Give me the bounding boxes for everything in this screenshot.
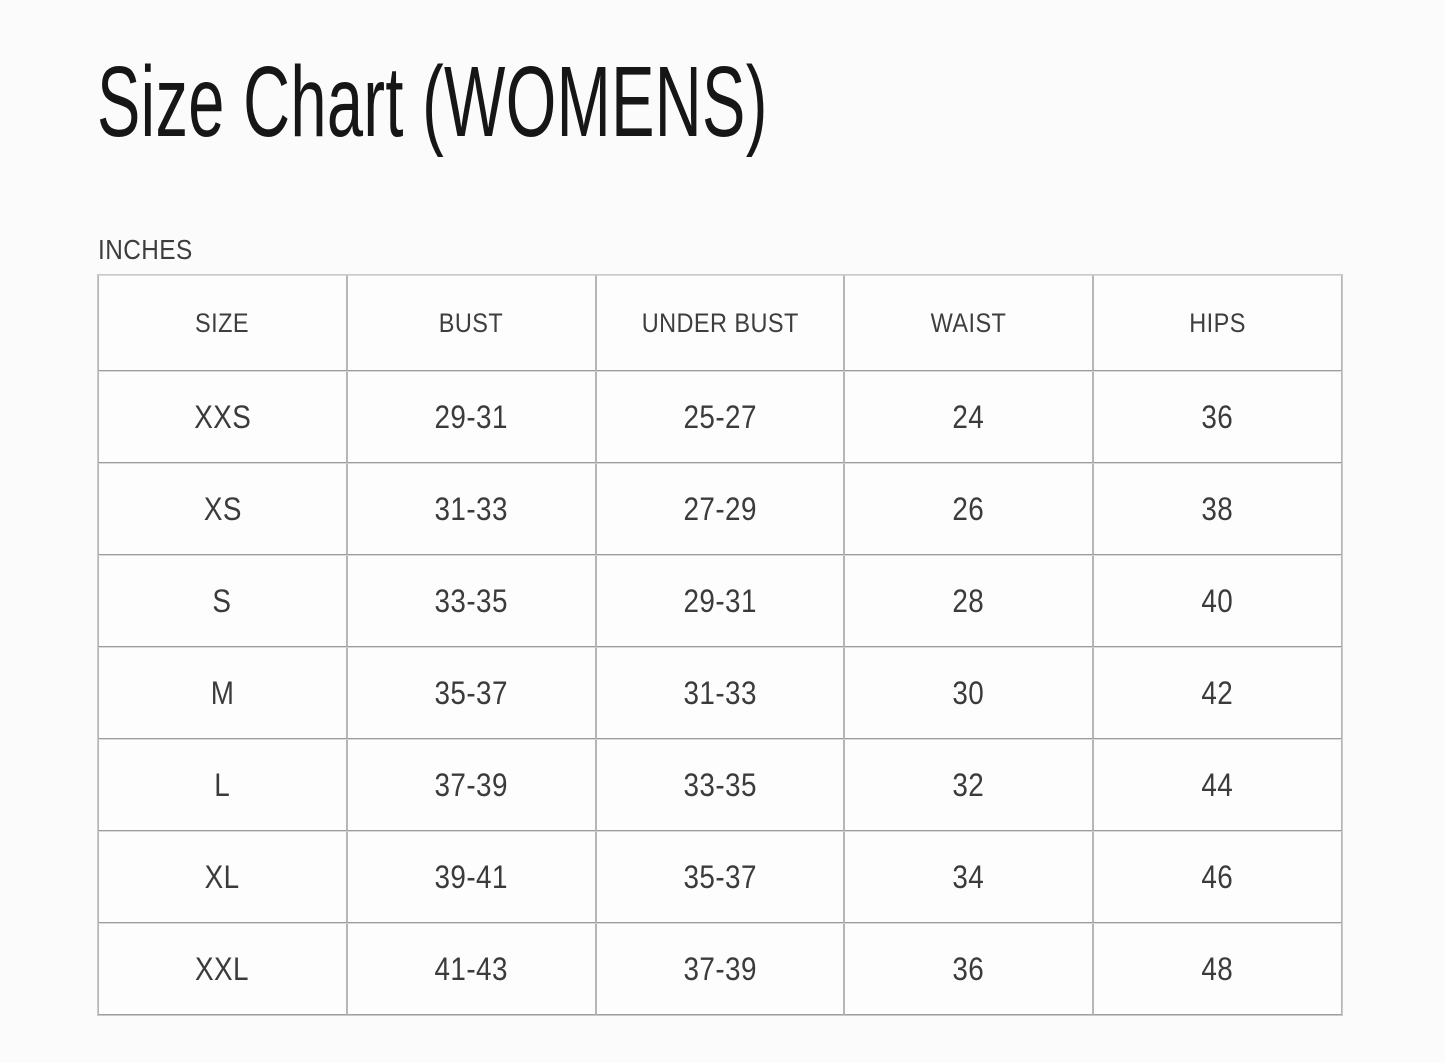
hips-cell: 40 <box>1093 555 1342 648</box>
under-bust-cell: 33-35 <box>595 739 845 832</box>
waist-value: 32 <box>952 766 985 803</box>
waist-value: 24 <box>952 398 985 435</box>
size-value: S <box>212 582 232 619</box>
hips-value: 44 <box>1201 766 1234 803</box>
table-body: XXS 29-31 25-27 24 36 XS 31-33 27-29 26 … <box>98 371 1342 1016</box>
waist-value: 34 <box>952 858 985 895</box>
waist-cell: 32 <box>844 739 1094 832</box>
unit-label: INCHES <box>98 234 1445 266</box>
size-chart-table: SIZE BUST UNDER BUST WAIST HIPS XXS 29-3… <box>97 274 1343 1017</box>
under-bust-cell: 25-27 <box>595 371 845 464</box>
size-value: XS <box>203 490 242 527</box>
under-bust-value: 37-39 <box>683 950 757 987</box>
header-row: SIZE BUST UNDER BUST WAIST HIPS <box>98 275 1342 372</box>
hips-value: 46 <box>1201 858 1234 895</box>
waist-cell: 24 <box>844 371 1094 464</box>
bust-cell: 37-39 <box>346 739 596 832</box>
bust-cell: 31-33 <box>346 463 596 556</box>
hips-value: 40 <box>1201 582 1234 619</box>
bust-cell: 35-37 <box>346 647 596 740</box>
bust-cell: 41-43 <box>346 923 596 1016</box>
column-header-under-bust: UNDER BUST <box>595 275 845 372</box>
waist-cell: 34 <box>844 831 1094 924</box>
column-header-under-bust-label: UNDER BUST <box>641 307 799 338</box>
page-title: Size Chart (WOMENS) <box>97 42 1445 162</box>
hips-value: 48 <box>1201 950 1234 987</box>
hips-cell: 36 <box>1093 371 1342 464</box>
column-header-size-label: SIZE <box>195 307 250 338</box>
waist-value: 30 <box>952 674 985 711</box>
column-header-waist-label: WAIST <box>930 307 1007 338</box>
waist-cell: 30 <box>844 647 1094 740</box>
bust-value: 29-31 <box>434 398 508 435</box>
under-bust-value: 31-33 <box>683 674 757 711</box>
under-bust-value: 25-27 <box>683 398 757 435</box>
table-row-xxl: XXL 41-43 37-39 36 48 <box>98 923 1342 1016</box>
size-cell: M <box>98 647 347 740</box>
bust-cell: 39-41 <box>346 831 596 924</box>
size-value: XXS <box>193 398 251 435</box>
size-value: XL <box>204 858 240 895</box>
hips-cell: 44 <box>1093 739 1342 832</box>
hips-cell: 38 <box>1093 463 1342 556</box>
hips-cell: 46 <box>1093 831 1342 924</box>
bust-cell: 29-31 <box>346 371 596 464</box>
under-bust-value: 33-35 <box>683 766 757 803</box>
under-bust-cell: 29-31 <box>595 555 845 648</box>
size-cell: S <box>98 555 347 648</box>
bust-value: 41-43 <box>434 950 508 987</box>
table-row-l: L 37-39 33-35 32 44 <box>98 739 1342 832</box>
column-header-hips: HIPS <box>1093 275 1342 372</box>
under-bust-value: 27-29 <box>683 490 757 527</box>
hips-value: 38 <box>1201 490 1234 527</box>
size-value: M <box>210 674 235 711</box>
waist-value: 26 <box>952 490 985 527</box>
waist-cell: 26 <box>844 463 1094 556</box>
hips-cell: 42 <box>1093 647 1342 740</box>
unit-label-text: INCHES <box>98 234 193 265</box>
bust-value: 31-33 <box>434 490 508 527</box>
under-bust-cell: 37-39 <box>595 923 845 1016</box>
size-value: L <box>214 766 231 803</box>
under-bust-value: 29-31 <box>683 582 757 619</box>
size-cell: XL <box>98 831 347 924</box>
size-cell: XS <box>98 463 347 556</box>
table-header: SIZE BUST UNDER BUST WAIST HIPS <box>98 275 1342 372</box>
waist-value: 36 <box>952 950 985 987</box>
column-header-size: SIZE <box>98 275 347 372</box>
table-row-xxs: XXS 29-31 25-27 24 36 <box>98 371 1342 464</box>
bust-value: 39-41 <box>434 858 508 895</box>
table-row-m: M 35-37 31-33 30 42 <box>98 647 1342 740</box>
bust-cell: 33-35 <box>346 555 596 648</box>
hips-value: 36 <box>1201 398 1234 435</box>
column-header-hips-label: HIPS <box>1189 307 1246 338</box>
column-header-bust: BUST <box>346 275 596 372</box>
size-cell: XXL <box>98 923 347 1016</box>
waist-value: 28 <box>952 582 985 619</box>
table-row-s: S 33-35 29-31 28 40 <box>98 555 1342 648</box>
size-cell: L <box>98 739 347 832</box>
table-row-xs: XS 31-33 27-29 26 38 <box>98 463 1342 556</box>
waist-cell: 36 <box>844 923 1094 1016</box>
bust-value: 35-37 <box>434 674 508 711</box>
under-bust-cell: 35-37 <box>595 831 845 924</box>
size-value: XXL <box>195 950 250 987</box>
bust-value: 33-35 <box>434 582 508 619</box>
page-title-text: Size Chart (WOMENS) <box>97 46 768 158</box>
column-header-bust-label: BUST <box>438 307 504 338</box>
column-header-waist: WAIST <box>844 275 1094 372</box>
hips-value: 42 <box>1201 674 1234 711</box>
hips-cell: 48 <box>1093 923 1342 1016</box>
under-bust-cell: 31-33 <box>595 647 845 740</box>
under-bust-value: 35-37 <box>683 858 757 895</box>
size-cell: XXS <box>98 371 347 464</box>
under-bust-cell: 27-29 <box>595 463 845 556</box>
waist-cell: 28 <box>844 555 1094 648</box>
bust-value: 37-39 <box>434 766 508 803</box>
table-row-xl: XL 39-41 35-37 34 46 <box>98 831 1342 924</box>
